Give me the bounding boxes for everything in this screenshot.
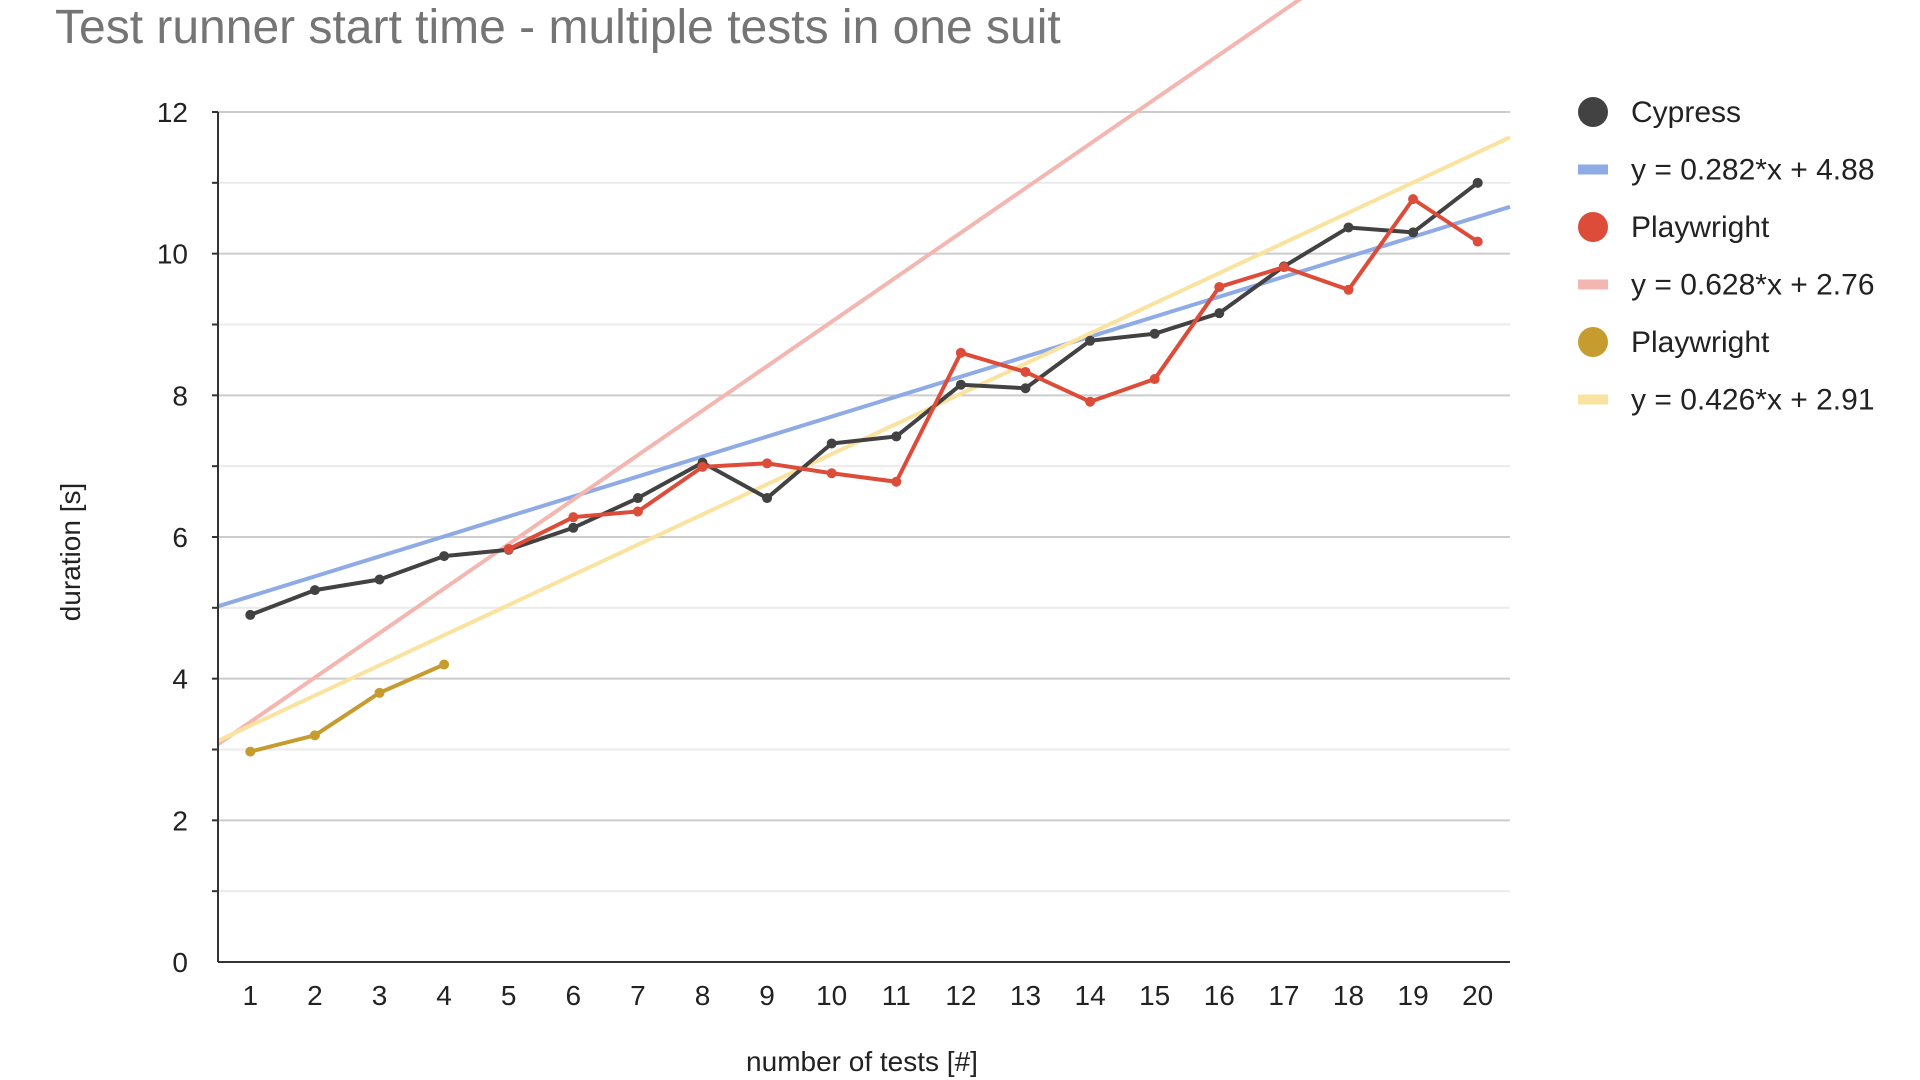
x-tick-label: 4 [436, 980, 452, 1011]
x-tick-label: 20 [1462, 980, 1493, 1011]
x-tick-label: 18 [1333, 980, 1364, 1011]
legend-marker-line [1578, 394, 1608, 405]
data-point [826, 468, 837, 479]
data-point [568, 522, 579, 533]
grid-layer [218, 111, 1510, 893]
data-point [245, 746, 256, 757]
data-point [1472, 236, 1483, 247]
x-tick-label: 8 [695, 980, 711, 1011]
legend-marker-dot [1578, 212, 1608, 242]
data-point [503, 544, 514, 555]
x-tick-label: 13 [1010, 980, 1041, 1011]
legend: Cypress y = 0.282*x + 4.88 Playwright y = 0… [1578, 96, 1875, 417]
series-layer [245, 177, 1483, 757]
data-point [1149, 374, 1160, 385]
data-point [1149, 328, 1160, 339]
series-line-3 [248, 662, 447, 754]
data-point [309, 730, 320, 741]
x-tick-label: 12 [945, 980, 976, 1011]
data-point [1085, 335, 1096, 346]
legend-label: y = 0.426*x + 2.91 [1631, 384, 1875, 417]
data-point [891, 431, 902, 442]
x-tick-label: 16 [1204, 980, 1235, 1011]
series-line-1 [248, 180, 1480, 617]
legend-marker-dot [1578, 327, 1608, 357]
data-point [1085, 396, 1096, 407]
y-tick-label: 2 [172, 805, 188, 836]
legend-marker-dot [1578, 97, 1608, 127]
x-axis-title: number of tests [#] [746, 1046, 978, 1077]
data-point [1343, 222, 1354, 233]
legend-label: Playwright [1631, 326, 1770, 359]
data-point [1278, 262, 1289, 273]
data-point [1214, 308, 1225, 319]
x-tick-label: 5 [501, 980, 517, 1011]
data-point [1214, 281, 1225, 292]
y-tick-label: 8 [172, 380, 188, 411]
data-point [955, 379, 966, 390]
trendline-2 [216, 0, 1303, 746]
data-point [568, 512, 579, 523]
legend-label: y = 0.628*x + 2.76 [1631, 269, 1875, 302]
data-point [1343, 284, 1354, 295]
series-line-2 [506, 197, 1480, 552]
x-tick-label: 15 [1139, 980, 1170, 1011]
data-point [891, 476, 902, 487]
x-tick-label: 10 [816, 980, 847, 1011]
x-tick-label: 3 [372, 980, 388, 1011]
x-tick-label: 19 [1398, 980, 1429, 1011]
x-tick-label: 6 [566, 980, 582, 1011]
y-axis-title: duration [s] [55, 483, 86, 622]
x-tick-label: 1 [243, 980, 259, 1011]
trendline-1 [217, 204, 1511, 609]
chart-title: Test runner start time - multiple tests … [55, 1, 1061, 54]
y-tick-label: 12 [157, 97, 188, 128]
legend-label: Cypress [1631, 96, 1741, 129]
data-point [1472, 177, 1483, 188]
data-point [632, 506, 643, 517]
legend-label: y = 0.282*x + 4.88 [1631, 154, 1875, 187]
y-tick-label: 10 [157, 239, 188, 270]
data-point [955, 347, 966, 358]
data-point [309, 585, 320, 596]
data-point [632, 493, 643, 504]
data-point [1408, 227, 1419, 238]
data-point [439, 551, 450, 562]
legend-marker-line [1578, 164, 1608, 175]
data-point [374, 574, 385, 585]
x-tick-label: 2 [307, 980, 323, 1011]
legend-label: Playwright [1631, 211, 1770, 244]
data-point [1020, 383, 1031, 394]
x-tick-label: 11 [882, 980, 911, 1011]
data-point [245, 609, 256, 620]
data-point [762, 493, 773, 504]
data-point [762, 458, 773, 469]
x-tick-label: 7 [630, 980, 646, 1011]
x-tick-label: 14 [1075, 980, 1106, 1011]
data-point [1408, 194, 1419, 205]
legend-marker-line [1578, 279, 1608, 290]
x-tick-label: 9 [759, 980, 775, 1011]
y-tick-label: 4 [172, 664, 188, 695]
y-tick-label: 6 [172, 522, 188, 553]
data-point [697, 461, 708, 472]
x-tick-label: 17 [1268, 980, 1299, 1011]
data-point [1020, 366, 1031, 377]
data-point [439, 659, 450, 670]
data-point [826, 438, 837, 449]
data-point [374, 687, 385, 698]
y-tick-label: 0 [172, 947, 188, 978]
